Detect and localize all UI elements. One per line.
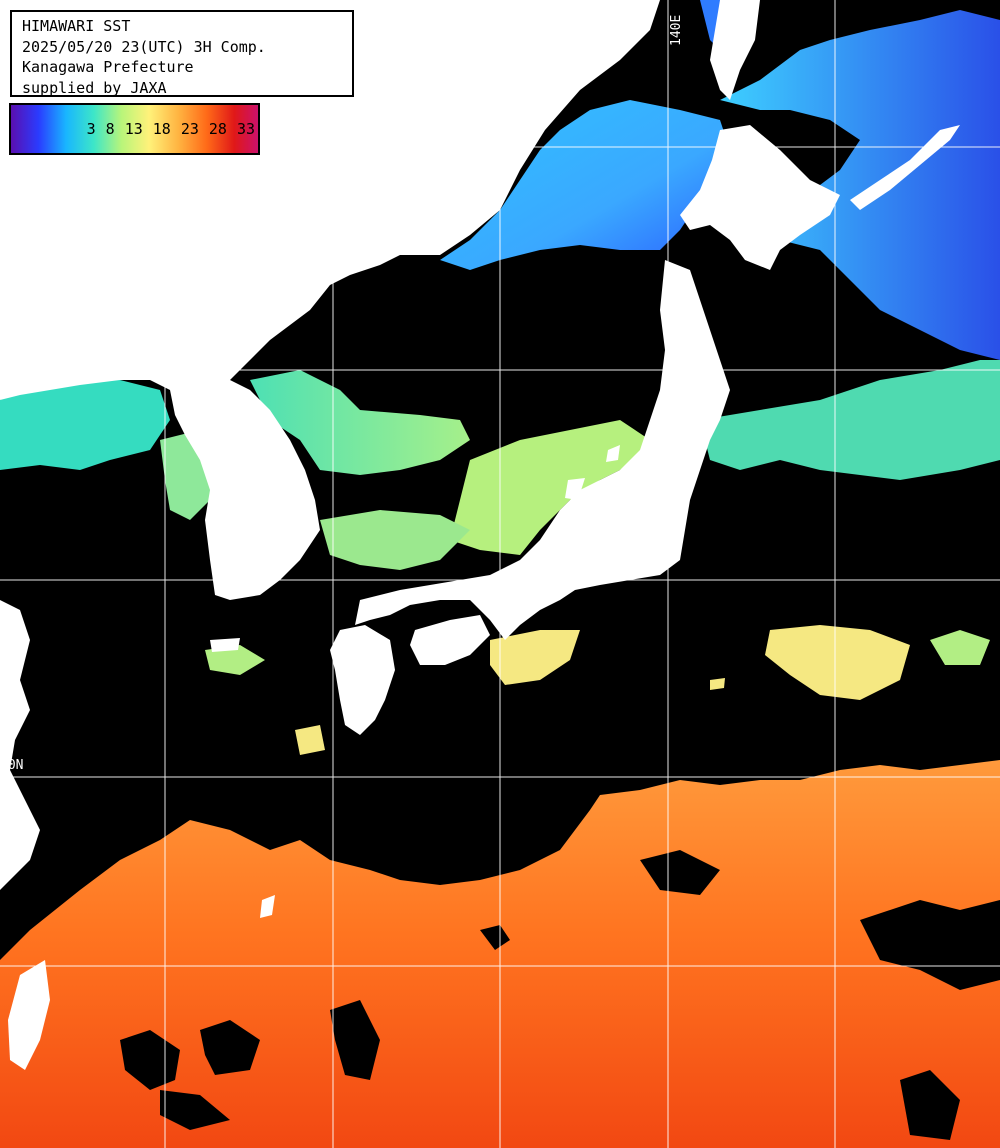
longitude-label-140e: 140E <box>669 14 684 46</box>
sst-mid-east <box>700 360 1000 480</box>
latitude-label-40n: 40N <box>0 352 24 367</box>
color-scale-legend: 3 8 13 18 23 28 33 <box>9 103 260 155</box>
legend-tick: 8 <box>105 120 115 138</box>
legend-tick: 13 <box>124 120 143 138</box>
sst-mid-sea-of-japan <box>250 370 470 475</box>
legend-tick: 28 <box>208 120 227 138</box>
legend-tick: 3 <box>86 120 96 138</box>
legend-gradient <box>11 105 258 153</box>
cloud-patches-south <box>100 740 1000 1140</box>
sst-mid-tsushima <box>320 510 470 570</box>
legend-tick: 23 <box>180 120 199 138</box>
map-timestamp: 2025/05/20 23(UTC) 3H Comp. <box>22 37 266 56</box>
sst-yellow-patches <box>295 625 910 755</box>
sst-cold-north <box>440 100 730 270</box>
sst-mid-korea-west <box>0 370 170 470</box>
latitude-label-30n: 30N <box>0 758 24 773</box>
map-credit: supplied by JAXA <box>22 78 167 97</box>
sst-green-patches <box>205 630 990 675</box>
map-info-box: HIMAWARI SST 2025/05/20 23(UTC) 3H Comp.… <box>10 10 354 97</box>
legend-tick: 18 <box>152 120 171 138</box>
legend-tick: 33 <box>236 120 255 138</box>
map-region: Kanagawa Prefecture <box>22 58 194 76</box>
map-title: HIMAWARI SST <box>22 17 131 35</box>
sst-cold-northeast <box>720 10 1000 360</box>
